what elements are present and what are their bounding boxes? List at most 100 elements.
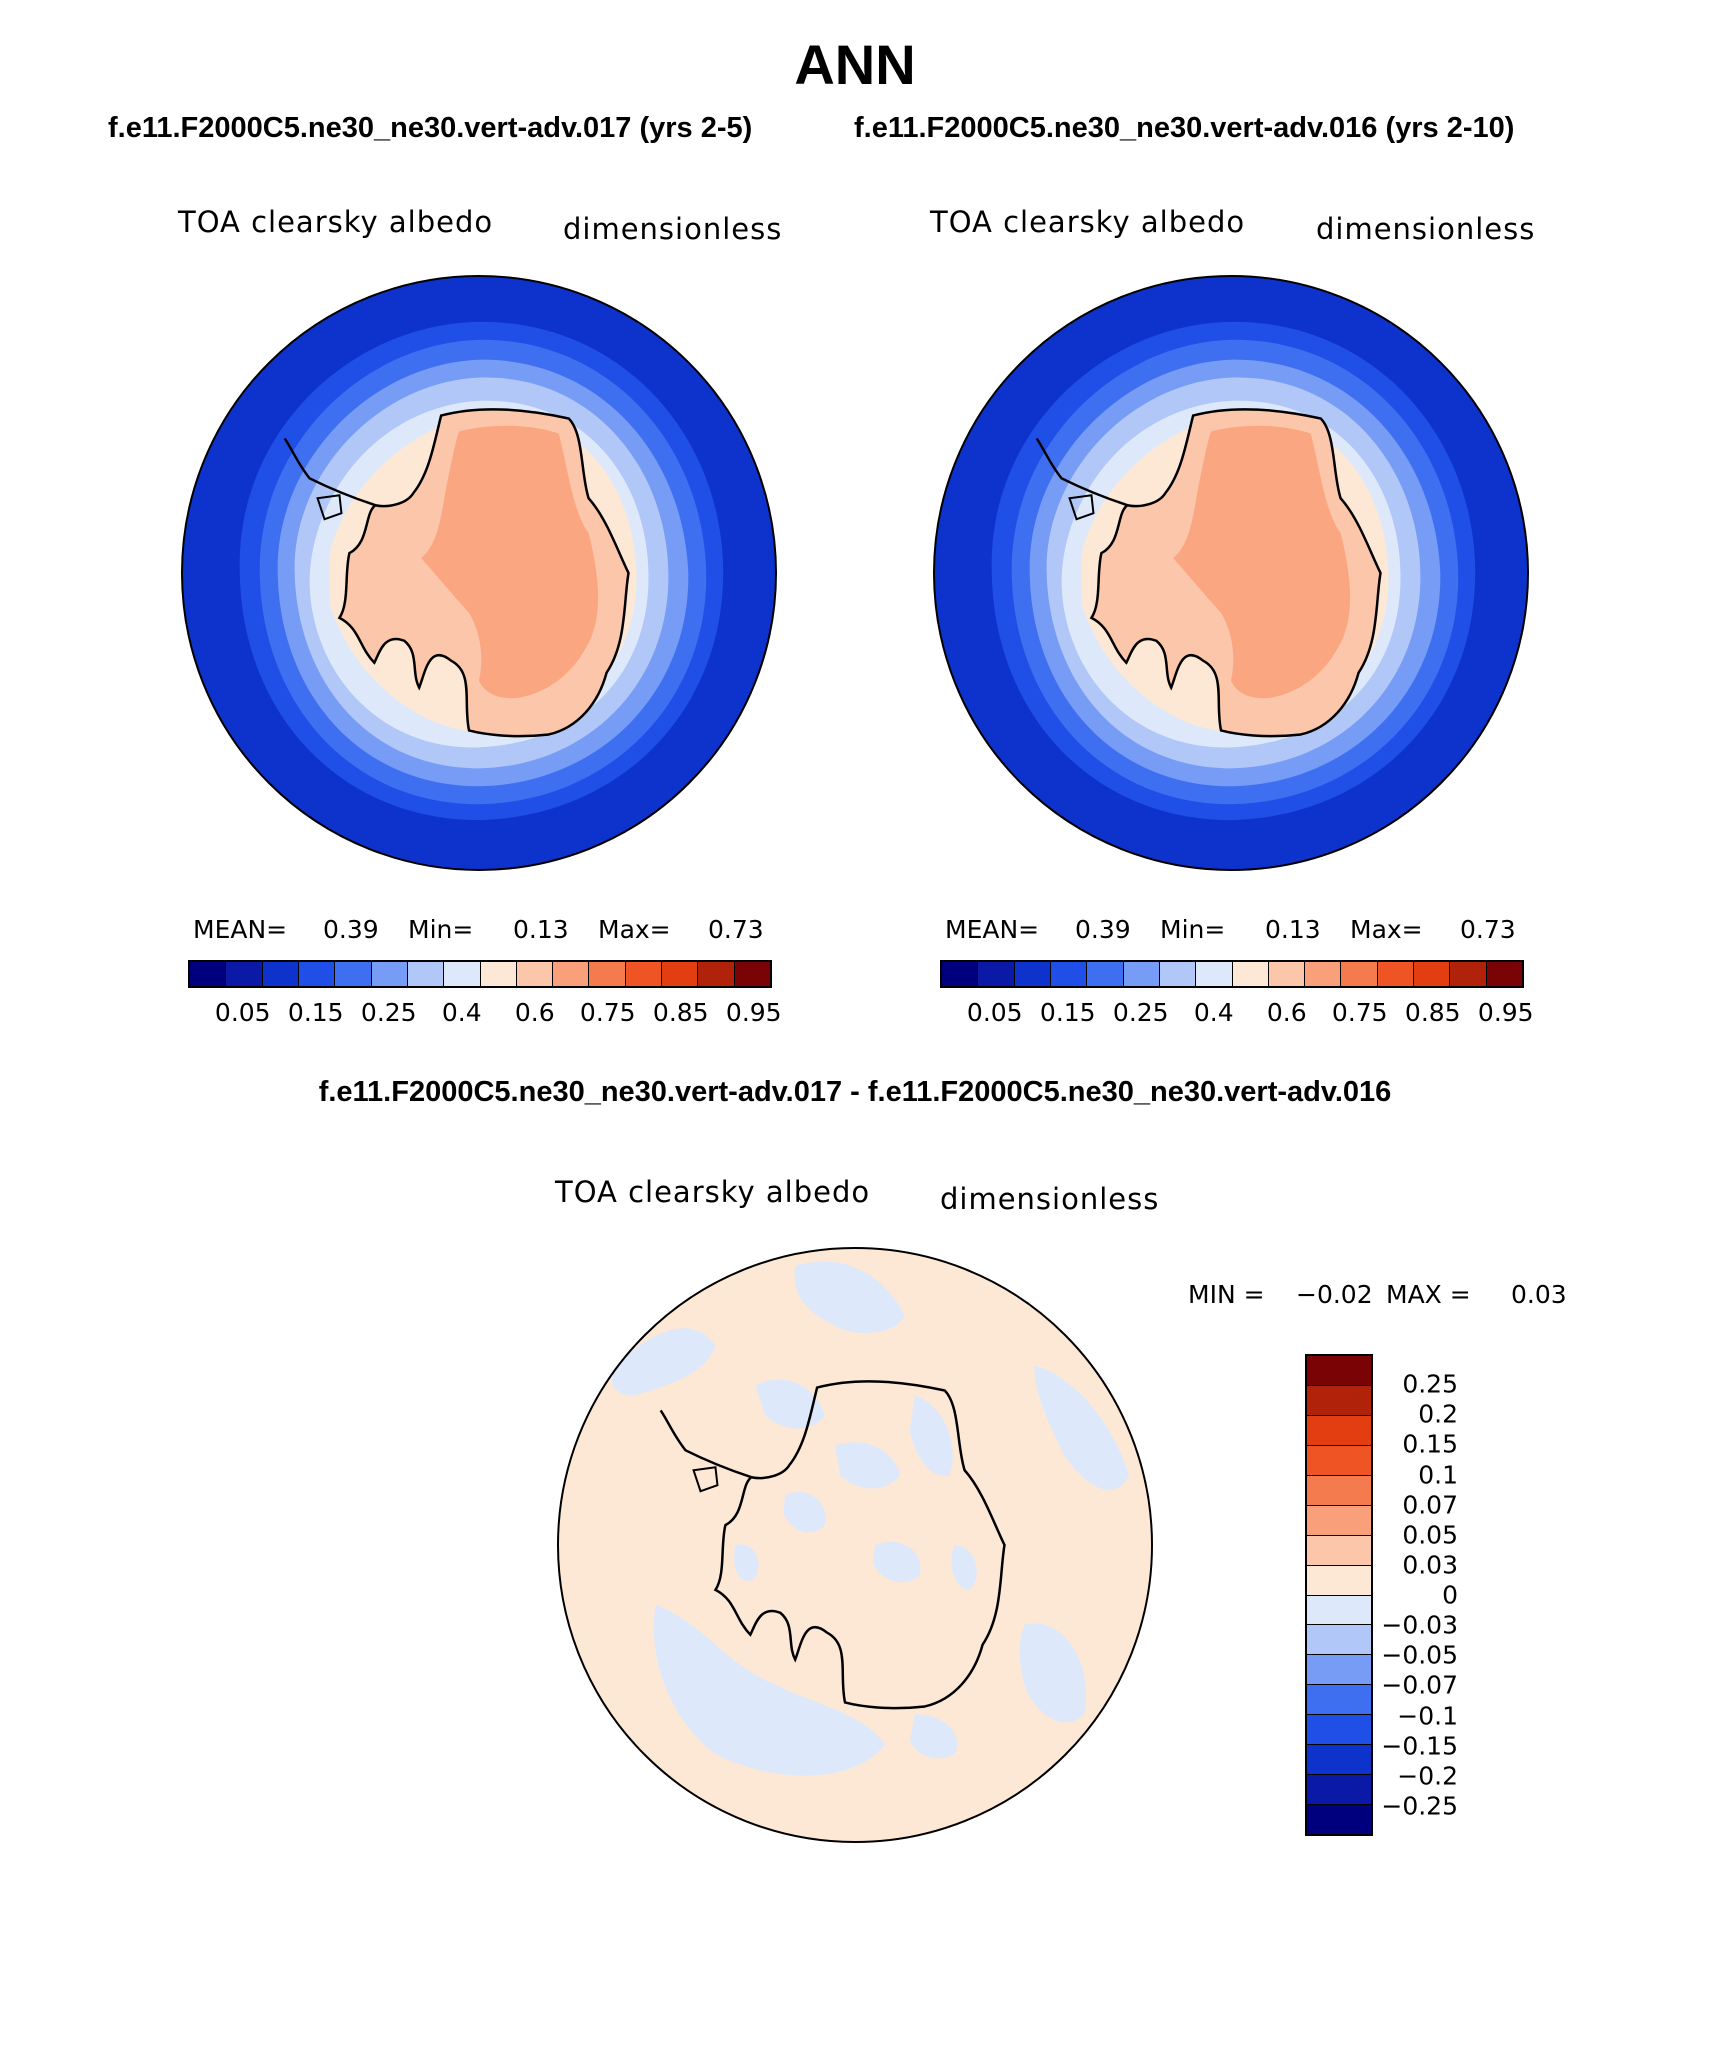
colorbar-tick-label: 0.75: [1331, 998, 1388, 1027]
diff-colorbar-swatch: [1307, 1535, 1371, 1566]
diff-colorbar-tick-label: −0.05: [1381, 1640, 1458, 1670]
diff-colorbar-swatch: [1307, 1715, 1371, 1746]
diff-title: f.e11.F2000C5.ne30_ne30.vert-adv.017 - f…: [318, 1076, 1392, 1108]
diff-min-value: −0.02: [1296, 1280, 1373, 1309]
diff-minmax: MIN = −0.02 MAX = 0.03: [1188, 1280, 1578, 1310]
diff-max-label: MAX =: [1386, 1280, 1471, 1309]
colorbar-tick-label: 0.85: [652, 998, 709, 1027]
colorbar-swatch: [480, 962, 517, 986]
panel2-colorbar: [940, 960, 1524, 988]
diff-min-label: MIN =: [1188, 1280, 1265, 1309]
panel2-min-value: 0.13: [1265, 915, 1321, 944]
diff-colorbar-tick-label: 0.1: [1418, 1460, 1458, 1489]
colorbar-tick-label: 0.4: [1193, 998, 1234, 1027]
panel1-colorbar-labels: 0.05 0.15 0.25 0.4 0.6 0.75 0.85 0.95: [188, 998, 782, 1028]
colorbar-swatch: [1305, 962, 1342, 986]
colorbar-swatch: [371, 962, 408, 986]
panel2-mean-label: MEAN=: [945, 915, 1040, 944]
panel1-mean-value: 0.39: [323, 915, 379, 944]
season-title: ANN: [794, 33, 916, 96]
colorbar-swatch: [444, 962, 481, 986]
colorbar-tick-label: 0.85: [1404, 998, 1461, 1027]
diff-colorbar-swatch: [1307, 1685, 1371, 1716]
panel2-units-label: dimensionless: [1316, 212, 1536, 246]
panel1-variable-label: TOA clearsky albedo: [178, 205, 494, 239]
colorbar-swatch: [226, 962, 263, 986]
panel1-stats: MEAN= 0.39 Min= 0.13 Max= 0.73: [193, 915, 773, 945]
colorbar-swatch: [1014, 962, 1051, 986]
panel1-max-value: 0.73: [708, 915, 764, 944]
panel2-max-value: 0.73: [1460, 915, 1516, 944]
diff-colorbar-tick-label: 0.25: [1402, 1369, 1458, 1399]
colorbar-tick-label: 0.6: [514, 998, 555, 1027]
panel1-units-label: dimensionless: [563, 212, 783, 246]
diff-colorbar-labels: 0.25 0.2 0.15 0.1 0.07 0.05 0.03 0 −0.03 −0.05 −0.…: [1380, 1354, 1458, 1836]
panel1-min-label: Min=: [408, 915, 474, 944]
colorbar-swatch: [978, 962, 1015, 986]
colorbar-swatch: [298, 962, 336, 986]
colorbar-tick-label: 0.6: [1266, 998, 1307, 1027]
diff-colorbar-swatch: [1307, 1475, 1371, 1506]
colorbar-swatch: [335, 962, 372, 986]
colorbar-swatch: [698, 962, 735, 986]
diff-colorbar: [1305, 1354, 1373, 1836]
panel1-min-value: 0.13: [513, 915, 569, 944]
diff-colorbar-swatch: [1307, 1595, 1371, 1626]
case2-title: f.e11.F2000C5.ne30_ne30.vert-adv.016 (yr…: [854, 112, 1515, 144]
panel2-min-label: Min=: [1160, 915, 1226, 944]
diff-colorbar-swatch: [1307, 1505, 1371, 1536]
colorbar-tick-label: 0.25: [1112, 998, 1169, 1027]
diff-colorbar-tick-label: −0.15: [1381, 1731, 1458, 1761]
diff-colorbar-tick-label: 0.05: [1402, 1520, 1458, 1550]
colorbar-tick-label: 0.05: [966, 998, 1023, 1027]
diff-colorbar-tick-label: 0: [1442, 1580, 1458, 1610]
diff-colorbar-tick-label: −0.2: [1397, 1761, 1458, 1791]
colorbar-tick-label: 0.4: [441, 998, 482, 1027]
colorbar-swatch: [625, 962, 663, 986]
colorbar-swatch: [942, 962, 979, 986]
diff-units-label: dimensionless: [940, 1182, 1160, 1216]
colorbar-swatch: [553, 962, 590, 986]
colorbar-tick-label: 0.95: [725, 998, 782, 1027]
diff-colorbar-tick-label: −0.07: [1381, 1670, 1458, 1700]
colorbar-tick-label: 0.05: [214, 998, 271, 1027]
diff-colorbar-tick-label: −0.03: [1381, 1610, 1458, 1640]
colorbar-tick-label: 0.25: [360, 998, 417, 1027]
diff-colorbar-tick-label: 0.15: [1402, 1429, 1458, 1459]
panel1-max-label: Max=: [598, 915, 671, 944]
diff-colorbar-swatch: [1307, 1356, 1371, 1386]
diff-colorbar-swatch: [1307, 1805, 1371, 1834]
panel2-variable-label: TOA clearsky albedo: [930, 205, 1246, 239]
diff-colorbar-swatch: [1307, 1775, 1371, 1806]
colorbar-swatch: [1050, 962, 1088, 986]
colorbar-swatch: [516, 962, 554, 986]
diff-colorbar-swatch: [1307, 1445, 1371, 1476]
diff-colorbar-swatch: [1307, 1625, 1371, 1656]
diff-colorbar-tick-label: 0.2: [1418, 1399, 1458, 1429]
diff-colorbar-tick-label: −0.25: [1381, 1791, 1458, 1821]
colorbar-swatch: [1268, 962, 1306, 986]
panel2-map: [932, 274, 1530, 872]
colorbar-swatch: [1087, 962, 1124, 986]
colorbar-swatch: [1123, 962, 1160, 986]
colorbar-swatch: [1450, 962, 1487, 986]
panel2-max-label: Max=: [1350, 915, 1423, 944]
colorbar-swatch: [1159, 962, 1197, 986]
diff-colorbar-swatch: [1307, 1415, 1371, 1446]
diff-colorbar-swatch: [1307, 1745, 1371, 1776]
diff-colorbar-swatch: [1307, 1565, 1371, 1596]
colorbar-swatch: [1341, 962, 1378, 986]
diff-map: [556, 1246, 1154, 1844]
diff-colorbar-swatch: [1307, 1655, 1371, 1686]
colorbar-swatch: [262, 962, 299, 986]
colorbar-swatch: [734, 962, 770, 986]
colorbar-tick-label: 0.15: [1039, 998, 1096, 1027]
colorbar-swatch: [1232, 962, 1269, 986]
diff-max-value: 0.03: [1511, 1280, 1567, 1309]
colorbar-swatch: [1414, 962, 1451, 986]
panel1-mean-label: MEAN=: [193, 915, 288, 944]
diff-colorbar-tick-label: −0.1: [1397, 1701, 1458, 1730]
colorbar-tick-label: 0.15: [287, 998, 344, 1027]
panel1-map: [180, 274, 778, 872]
colorbar-swatch: [190, 962, 227, 986]
